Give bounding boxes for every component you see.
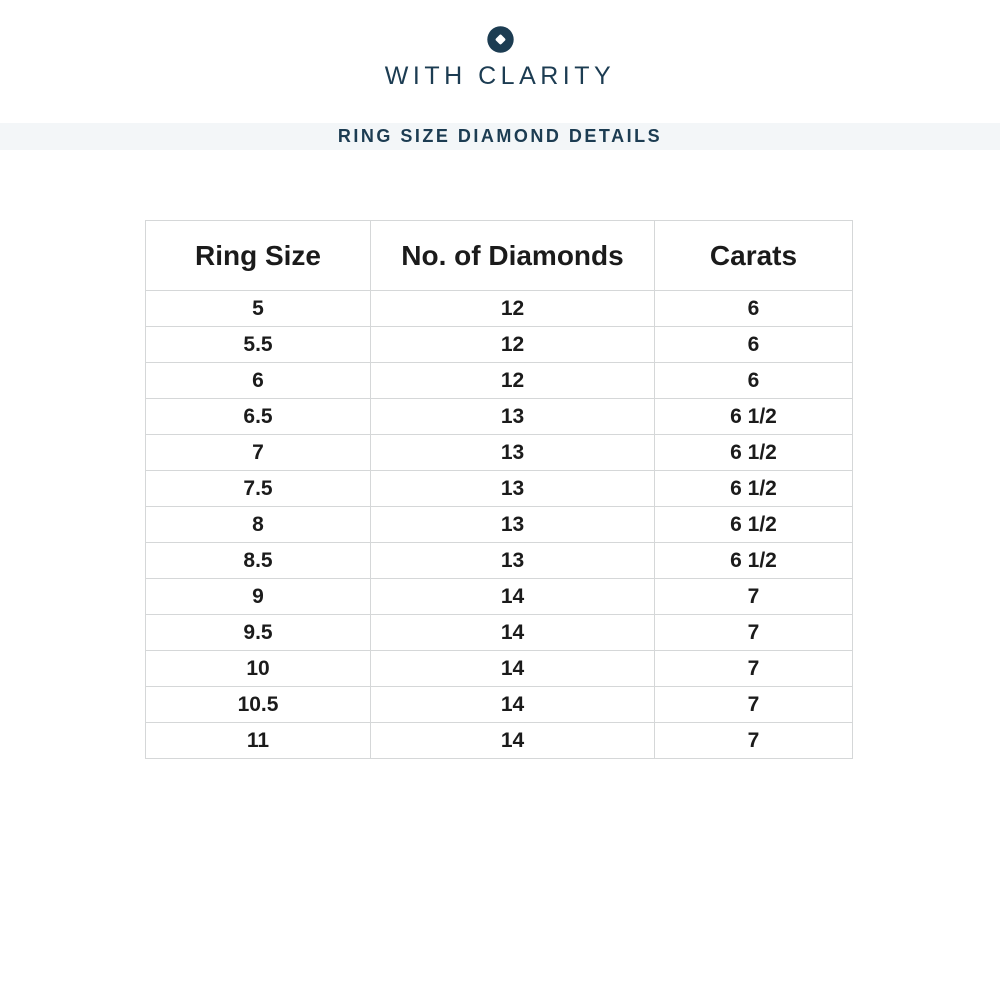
ring-size-cell: 7 xyxy=(145,434,371,471)
table-row: 10 14 7 xyxy=(145,650,853,687)
table-row: 9.5 14 7 xyxy=(145,614,853,651)
ring-size-cell: 5 xyxy=(145,290,371,327)
banner-title: RING SIZE DIAMOND DETAILS xyxy=(337,126,663,146)
ring-size-table: Ring Size No. of Diamonds Carats 5 12 6 5.5… xyxy=(145,220,853,759)
brand-header: WITH CLARITY xyxy=(0,26,1000,91)
title-banner: RING SIZE DIAMOND DETAILS xyxy=(0,123,1000,150)
table-container: Ring Size No. of Diamonds Carats 5 12 6 5.5… xyxy=(145,220,853,759)
ring-size-cell: 6 xyxy=(145,362,371,399)
carats-cell: 7 xyxy=(654,686,853,723)
carats-cell: 6 1/2 xyxy=(654,542,853,579)
ring-size-cell: 8.5 xyxy=(145,542,371,579)
ring-size-cell: 5.5 xyxy=(145,326,371,363)
carats-cell: 7 xyxy=(654,614,853,651)
table-row: 10.5 14 7 xyxy=(145,686,853,723)
brand-name: WITH CLARITY xyxy=(384,62,616,90)
carats-cell: 7 xyxy=(654,578,853,615)
table-row: 6.5 13 6 1/2 xyxy=(145,398,853,435)
diamonds-cell: 12 xyxy=(370,290,655,327)
diamonds-cell: 13 xyxy=(370,434,655,471)
diamonds-cell: 14 xyxy=(370,650,655,687)
table-row: 7 13 6 1/2 xyxy=(145,434,853,471)
ring-size-cell: 10.5 xyxy=(145,686,371,723)
diamonds-cell: 12 xyxy=(370,326,655,363)
table-row: 5.5 12 6 xyxy=(145,326,853,363)
diamonds-cell: 13 xyxy=(370,542,655,579)
table-row: 11 14 7 xyxy=(145,722,853,759)
table-row: 8.5 13 6 1/2 xyxy=(145,542,853,579)
carats-cell: 6 xyxy=(654,362,853,399)
carats-cell: 6 xyxy=(654,290,853,327)
ring-size-cell: 9.5 xyxy=(145,614,371,651)
ring-size-cell: 8 xyxy=(145,506,371,543)
diamonds-cell: 14 xyxy=(370,614,655,651)
diamonds-cell: 13 xyxy=(370,506,655,543)
carats-cell: 7 xyxy=(654,722,853,759)
diamonds-cell: 13 xyxy=(370,398,655,435)
table-row: 9 14 7 xyxy=(145,578,853,615)
carats-cell: 7 xyxy=(654,650,853,687)
diamonds-cell: 14 xyxy=(370,722,655,759)
brand-logo-icon xyxy=(486,26,514,53)
carats-cell: 6 1/2 xyxy=(654,506,853,543)
ring-size-cell: 11 xyxy=(145,722,371,759)
ring-size-cell: 6.5 xyxy=(145,398,371,435)
table-row: 5 12 6 xyxy=(145,290,853,327)
diamonds-cell: 13 xyxy=(370,470,655,507)
table-row: 6 12 6 xyxy=(145,362,853,399)
table-header-row: Ring Size No. of Diamonds Carats xyxy=(145,220,853,291)
ring-size-cell: 7.5 xyxy=(145,470,371,507)
ring-size-cell: 9 xyxy=(145,578,371,615)
col-header-ring-size: Ring Size xyxy=(145,220,371,291)
col-header-carats: Carats xyxy=(654,220,853,291)
carats-cell: 6 1/2 xyxy=(654,470,853,507)
table-row: 8 13 6 1/2 xyxy=(145,506,853,543)
table-row: 7.5 13 6 1/2 xyxy=(145,470,853,507)
carats-cell: 6 1/2 xyxy=(654,434,853,471)
carats-cell: 6 xyxy=(654,326,853,363)
diamonds-cell: 14 xyxy=(370,578,655,615)
ring-size-cell: 10 xyxy=(145,650,371,687)
carats-cell: 6 1/2 xyxy=(654,398,853,435)
diamonds-cell: 14 xyxy=(370,686,655,723)
col-header-no-of-diamonds: No. of Diamonds xyxy=(370,220,655,291)
diamonds-cell: 12 xyxy=(370,362,655,399)
